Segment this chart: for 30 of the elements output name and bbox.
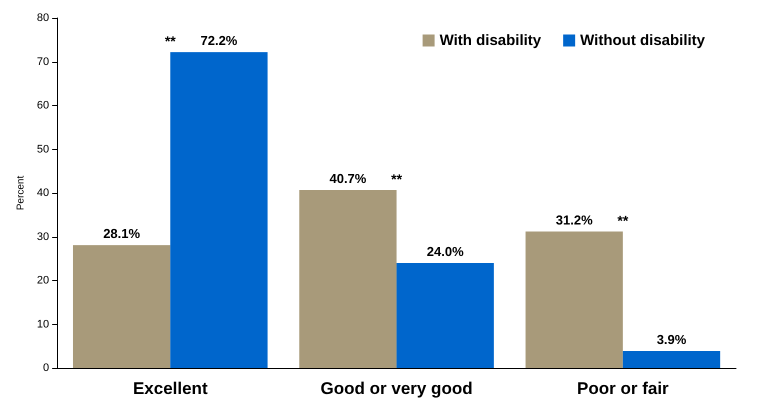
- y-tick-label: 80: [36, 12, 50, 24]
- bar: [170, 52, 268, 368]
- data-label: 31.2%: [556, 212, 594, 228]
- legend-label: With disability: [440, 32, 542, 49]
- x-tick-label: Excellent: [132, 379, 208, 398]
- y-tick-label: 70: [36, 56, 50, 68]
- bar: [622, 350, 720, 368]
- data-label: 24.0%: [426, 244, 464, 259]
- y-axis-title: Percent: [16, 176, 26, 210]
- legend-label: Without disability: [580, 32, 706, 49]
- x-tick-label: Good or very good: [320, 379, 473, 398]
- annotation: **: [617, 212, 629, 228]
- annotation: **: [164, 33, 176, 50]
- bar: [396, 263, 494, 368]
- y-tick-label: 0: [43, 362, 50, 374]
- bar: [299, 190, 397, 368]
- data-label: 3.9%: [656, 332, 687, 347]
- bar: [72, 245, 170, 368]
- y-tick-label: 30: [36, 230, 50, 243]
- x-tick-label: Poor or fair: [577, 379, 670, 398]
- bar: [526, 232, 623, 368]
- data-label: 28.1%: [103, 226, 140, 242]
- y-tick-label: 10: [36, 318, 50, 330]
- y-tick-label: 60: [36, 100, 50, 112]
- y-tick-label: 50: [36, 143, 50, 156]
- data-label: 40.7%: [329, 170, 367, 186]
- y-tick-label: 40: [36, 187, 50, 199]
- annotation: **: [391, 170, 403, 187]
- data-label: 72.2%: [200, 33, 238, 48]
- y-tick-label: 20: [36, 274, 50, 286]
